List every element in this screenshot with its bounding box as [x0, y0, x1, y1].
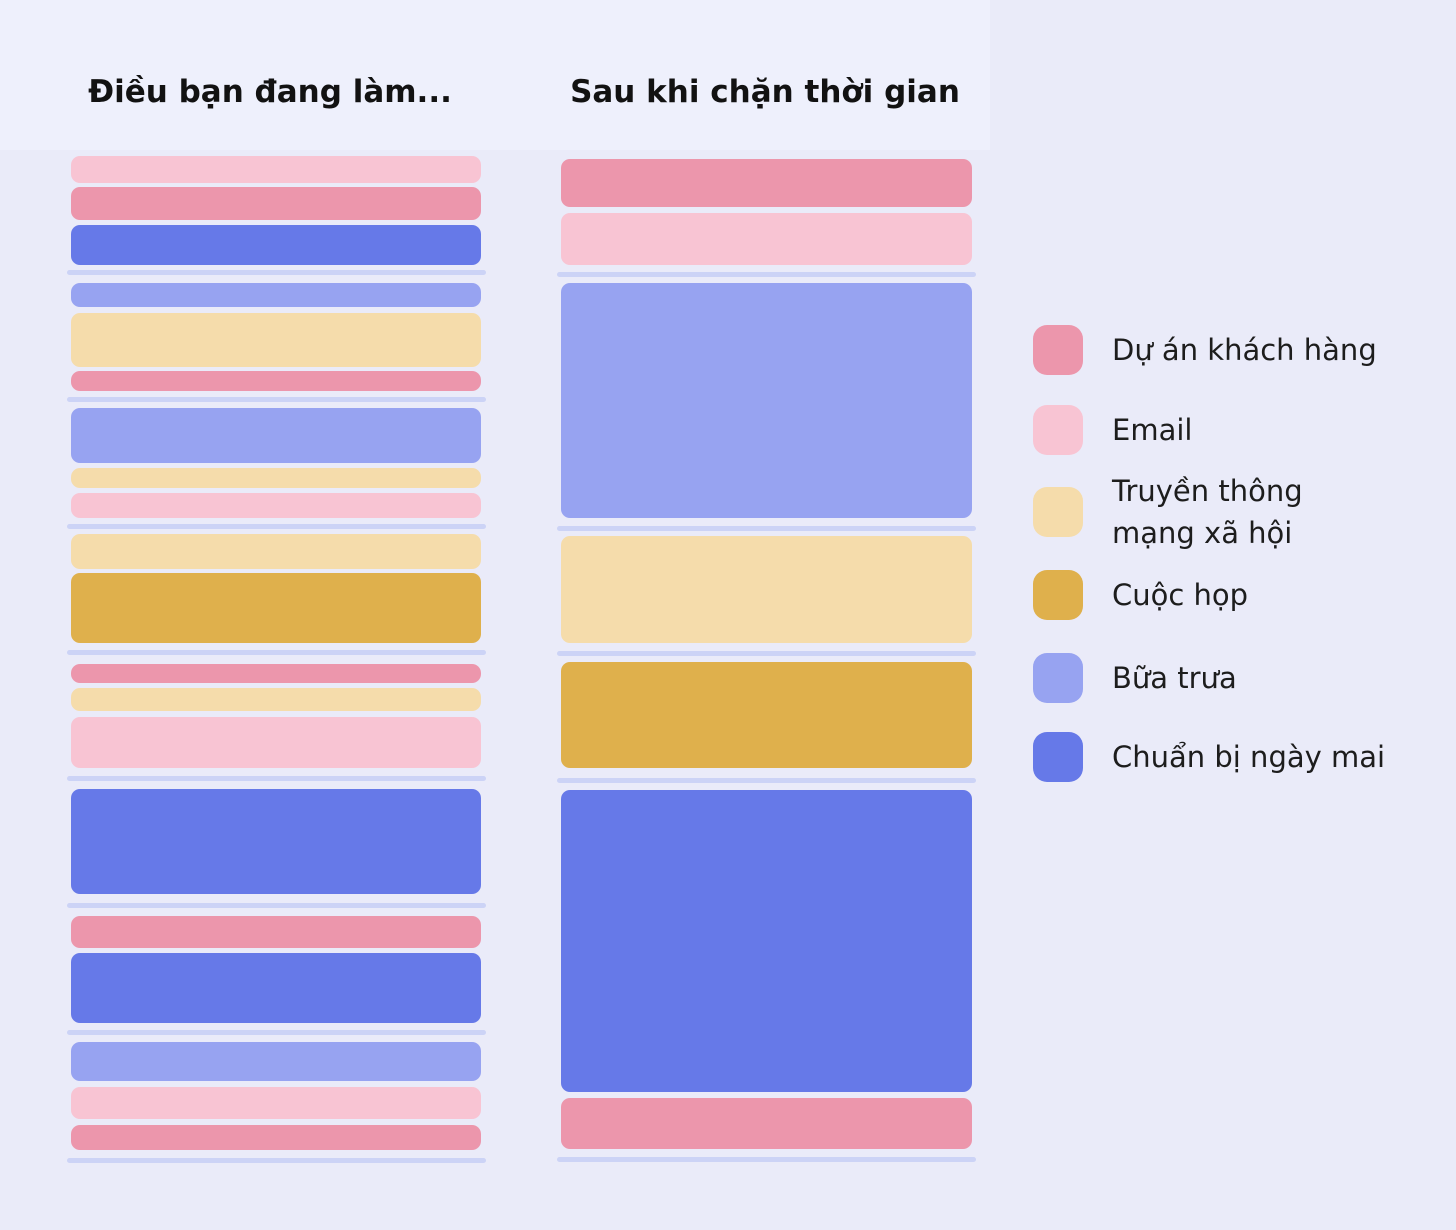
time-block-lunch — [71, 1042, 481, 1081]
time-block-lunch — [71, 408, 481, 463]
hour-divider — [557, 1157, 976, 1162]
legend-swatch-email — [1033, 405, 1083, 455]
time-block-lunch — [561, 283, 972, 518]
time-block-email — [71, 1087, 481, 1119]
right-column-title: Sau khi chặn thời gian — [570, 74, 960, 110]
legend-swatch-prep — [1033, 732, 1083, 782]
time-block-prep — [71, 789, 481, 894]
hour-divider — [557, 272, 976, 277]
legend-swatch-meeting — [1033, 570, 1083, 620]
time-block-email — [71, 156, 481, 183]
legend-item-social: Truyền thông mạng xã hội — [1033, 474, 1332, 550]
top-panel — [0, 0, 990, 150]
hour-divider — [557, 526, 976, 531]
hour-divider — [67, 1158, 486, 1163]
time-block-prep — [71, 953, 481, 1023]
legend-label-meeting: Cuộc họp — [1112, 577, 1249, 612]
legend-label-lunch: Bữa trưa — [1112, 660, 1237, 695]
hour-divider — [67, 1030, 486, 1035]
time-block-email — [71, 493, 481, 518]
hour-divider — [67, 524, 486, 529]
time-block-social — [71, 313, 481, 367]
time-block-email — [71, 717, 481, 768]
time-block-meeting — [71, 573, 481, 643]
legend-label-social: Truyền thông mạng xã hội — [1112, 473, 1303, 550]
time-block-email — [561, 213, 972, 265]
time-block-prep — [561, 790, 972, 1092]
time-block-social — [71, 534, 481, 569]
time-block-client — [71, 187, 481, 220]
legend-item-prep: Chuẩn bị ngày mai — [1033, 732, 1385, 782]
legend-swatch-social — [1033, 487, 1083, 537]
legend-item-client: Dự án khách hàng — [1033, 325, 1377, 375]
time-block-client — [71, 371, 481, 391]
legend-label-email: Email — [1112, 412, 1193, 447]
legend-item-lunch: Bữa trưa — [1033, 653, 1237, 703]
time-block-client — [561, 159, 972, 207]
legend-label-prep: Chuẩn bị ngày mai — [1112, 739, 1386, 774]
hour-divider — [67, 397, 486, 402]
time-block-client — [71, 664, 481, 683]
time-block-client — [561, 1098, 972, 1149]
time-block-social — [561, 536, 972, 643]
hour-divider — [67, 776, 486, 781]
hour-divider — [557, 651, 976, 656]
legend-swatch-lunch — [1033, 653, 1083, 703]
legend-label-client: Dự án khách hàng — [1112, 332, 1377, 367]
time-block-meeting — [561, 662, 972, 768]
legend-item-email: Email — [1033, 405, 1192, 455]
left-column-title: Điều bạn đang làm... — [88, 74, 452, 110]
hour-divider — [557, 778, 976, 783]
hour-divider — [67, 650, 486, 655]
time-block-social — [71, 468, 481, 488]
hour-divider — [67, 903, 486, 908]
legend-item-meeting: Cuộc họp — [1033, 570, 1248, 620]
time-block-client — [71, 1125, 481, 1150]
legend-swatch-client — [1033, 325, 1083, 375]
time-block-lunch — [71, 283, 481, 307]
time-block-social — [71, 688, 481, 711]
time-block-prep — [71, 225, 481, 265]
hour-divider — [67, 270, 486, 275]
time-block-client — [71, 916, 481, 948]
